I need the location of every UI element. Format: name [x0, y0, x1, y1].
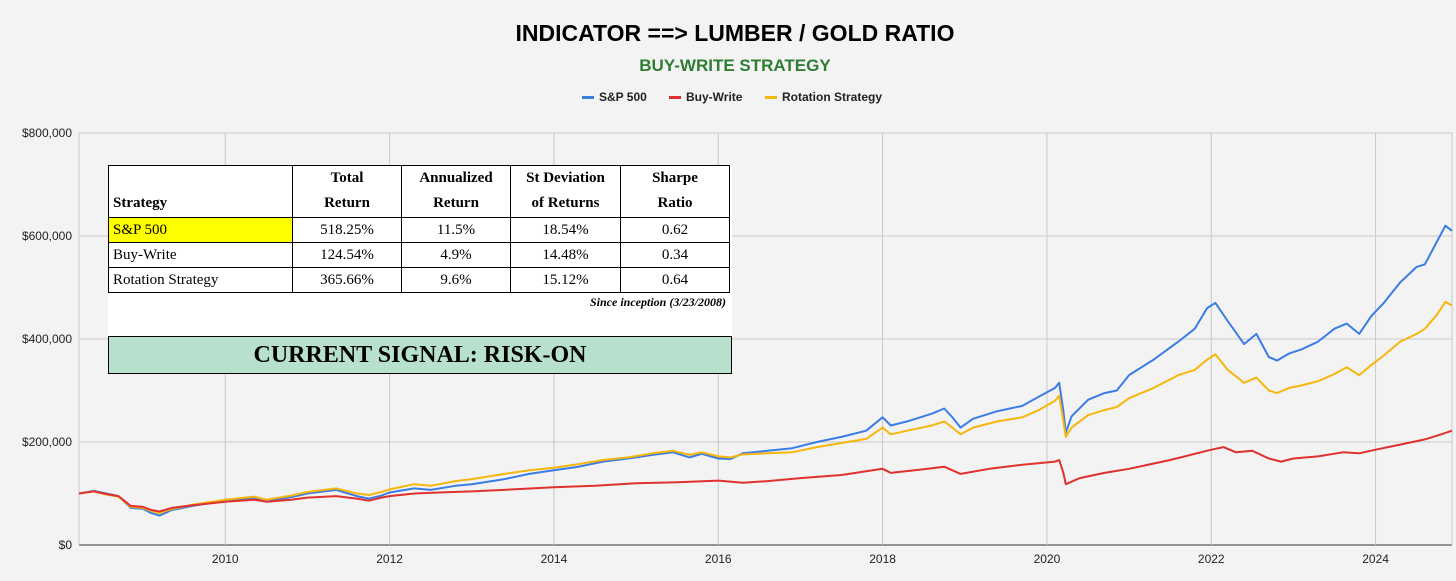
row-annualized-return: 9.6% — [401, 267, 511, 293]
table-row: S&P 500 518.25% 11.5% 18.54% 0.62 — [108, 217, 730, 243]
header-total-return: Total Return — [292, 165, 402, 218]
y-tick-label: $800,000 — [22, 126, 72, 140]
y-tick-label: $600,000 — [22, 229, 72, 243]
stats-header-row: Strategy Total Return Annualized Return St… — [108, 165, 730, 218]
series-line-s-p-500 — [78, 224, 1453, 517]
y-tick-label: $200,000 — [22, 435, 72, 449]
row-std-dev: 14.48% — [510, 242, 621, 268]
row-std-dev: 15.12% — [510, 267, 621, 293]
header-sharpe: Sharpe Ratio — [620, 165, 730, 218]
chart-title: INDICATOR ==> LUMBER / GOLD RATIO — [516, 20, 955, 46]
x-tick-label: 2018 — [869, 552, 896, 566]
chart-subtitle: BUY-WRITE STRATEGY — [639, 56, 831, 75]
current-signal-banner: CURRENT SIGNAL: RISK-ON — [108, 336, 732, 374]
row-sharpe: 0.62 — [620, 217, 730, 243]
table-row: Buy-Write 124.54% 4.9% 14.48% 0.34 — [108, 242, 730, 268]
stats-table: Strategy Total Return Annualized Return St… — [108, 165, 730, 293]
row-strategy-name: Buy-Write — [108, 242, 293, 268]
row-annualized-return: 11.5% — [401, 217, 511, 243]
series-line-rotation-strategy — [78, 300, 1453, 515]
inception-note: Since inception (3/23/2008) — [590, 295, 726, 309]
row-total-return: 365.66% — [292, 267, 402, 293]
row-sharpe: 0.64 — [620, 267, 730, 293]
legend: S&P 500 Buy-Write Rotation Strategy — [582, 90, 882, 104]
legend-swatch — [582, 96, 594, 99]
header-std-dev: St Deviation of Returns — [510, 165, 621, 218]
x-tick-label: 2010 — [212, 552, 239, 566]
header-annualized-return: Annualized Return — [401, 165, 511, 218]
legend-label: S&P 500 — [599, 90, 647, 104]
row-annualized-return: 4.9% — [401, 242, 511, 268]
row-total-return: 518.25% — [292, 217, 402, 243]
row-sharpe: 0.34 — [620, 242, 730, 268]
y-tick-label: $400,000 — [22, 332, 72, 346]
row-strategy-name: Rotation Strategy — [108, 267, 293, 293]
row-std-dev: 18.54% — [510, 217, 621, 243]
y-tick-label: $0 — [59, 538, 73, 552]
row-total-return: 124.54% — [292, 242, 402, 268]
table-row: Rotation Strategy 365.66% 9.6% 15.12% 0.… — [108, 267, 730, 293]
row-strategy-name: S&P 500 — [108, 217, 293, 243]
x-tick-label: 2020 — [1034, 552, 1061, 566]
x-tick-label: 2014 — [541, 552, 568, 566]
series-layer — [78, 224, 1453, 517]
stats-panel: Strategy Total Return Annualized Return St… — [108, 165, 732, 374]
axis-labels: $0 $200,000 $400,000 $600,000 $800,000 2010 20… — [22, 126, 1389, 566]
legend-label: Rotation Strategy — [782, 90, 882, 104]
legend-label: Buy-Write — [686, 90, 743, 104]
header-strategy: Strategy — [108, 165, 293, 218]
legend-swatch — [669, 96, 681, 99]
x-tick-label: 2022 — [1198, 552, 1225, 566]
x-tick-label: 2012 — [376, 552, 403, 566]
series-line-buy-write — [78, 429, 1453, 513]
x-tick-label: 2024 — [1362, 552, 1389, 566]
legend-swatch — [765, 96, 777, 99]
x-tick-label: 2016 — [705, 552, 732, 566]
